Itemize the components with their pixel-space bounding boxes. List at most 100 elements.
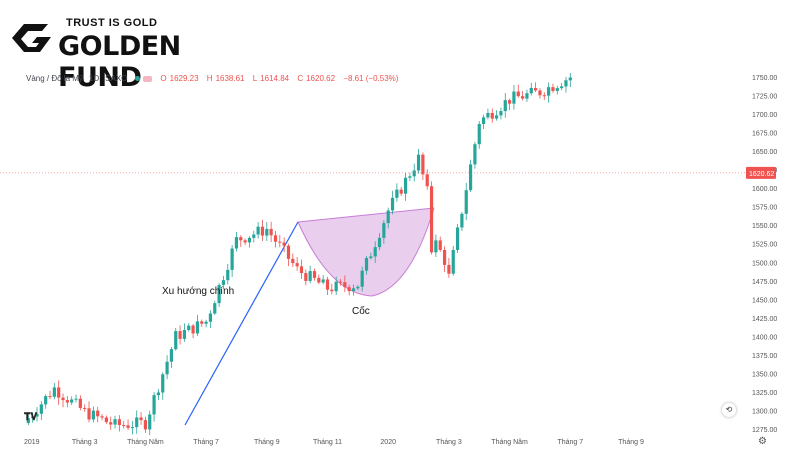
candle-body: [360, 270, 364, 287]
candle-body: [538, 90, 542, 96]
candle-body: [273, 235, 278, 242]
candle-body: [373, 247, 377, 257]
x-tick-label: Tháng 3: [72, 439, 98, 446]
annotation-cup: Cốc: [352, 305, 370, 317]
symbol-name[interactable]: Vàng / Đô la Mỹ: [26, 74, 83, 83]
y-tick-label: 1500.00: [752, 260, 777, 267]
candle-body: [356, 286, 360, 289]
last-price-label: 1620.62: [749, 171, 774, 178]
main-trend-line: [184, 221, 299, 426]
candle-body: [104, 417, 108, 423]
candle-body: [564, 80, 568, 87]
candle-body: [35, 413, 39, 417]
visibility-toggle-icon[interactable]: [143, 75, 153, 82]
candle-body: [78, 398, 82, 408]
y-tick-label: 1750.00: [752, 75, 777, 82]
symbol-legend: Vàng / Đô la Mỹ 1D SAXO O 1629.23 H 1638.6…: [26, 74, 401, 83]
candle-body: [512, 91, 516, 104]
x-tick-label: Tháng 3: [436, 439, 462, 446]
candle-body: [499, 111, 503, 116]
candle-body: [122, 425, 126, 427]
y-tick-label: 1725.00: [752, 94, 777, 101]
candle-body: [139, 417, 143, 421]
cup-fill: [298, 208, 434, 296]
y-tick-label: 1475.00: [752, 279, 777, 286]
price-chart[interactable]: 1275.00 1300.00 1325.00 1350.00 1375.00 1400.…: [0, 60, 800, 450]
x-tick-label: Tháng 11: [313, 439, 342, 446]
candle-body: [278, 241, 282, 243]
y-tick-label: 1425.00: [752, 316, 777, 323]
open-value: O 1629.23: [160, 74, 199, 83]
candle-body: [377, 237, 382, 248]
candle-body: [317, 277, 321, 283]
reset-chart-icon[interactable]: ⟲: [722, 403, 736, 417]
candle-body: [382, 223, 386, 238]
y-tick-label: 1675.00: [752, 131, 777, 138]
candle-body: [269, 228, 273, 236]
cup-rim-line: [297, 207, 435, 223]
candle-body: [468, 164, 473, 191]
x-tick-label: 2019: [24, 439, 40, 446]
y-tick-label: 1650.00: [752, 149, 777, 156]
candle-body: [260, 226, 265, 236]
golden-fund-logo-icon: [12, 24, 51, 52]
candle-body: [48, 396, 52, 398]
candle-body: [70, 399, 74, 403]
candle-body: [395, 189, 399, 198]
candle-body: [547, 87, 551, 96]
tradingview-logo-icon: 𝐓𝐕: [24, 412, 38, 423]
low-value: L 1614.84: [252, 74, 290, 83]
candle-body: [247, 237, 252, 243]
candle-body: [330, 289, 334, 292]
candle-body: [113, 419, 117, 425]
exchange-label: SAXO: [105, 74, 128, 83]
candle-body: [447, 264, 451, 274]
y-tick-label: 1400.00: [752, 334, 777, 341]
candle-body: [265, 228, 269, 236]
y-tick-label: 1450.00: [752, 297, 777, 304]
candle-body: [213, 303, 217, 314]
candle-body: [165, 361, 169, 375]
candle-body: [87, 408, 91, 420]
chart-settings-gear-icon[interactable]: ⚙: [758, 436, 767, 447]
candle-body: [494, 115, 499, 119]
candle-body: [560, 86, 564, 89]
candle-body: [26, 418, 30, 424]
x-tick-label: Tháng 9: [254, 439, 280, 446]
candle-body: [308, 271, 312, 281]
candle-body: [230, 248, 234, 270]
y-tick-label: 1300.00: [752, 408, 777, 415]
candle-body: [390, 197, 395, 211]
y-tick-label: 1275.00: [752, 427, 777, 434]
annotation-main-trend: Xu hướng chính: [162, 286, 234, 297]
candle-body: [455, 227, 460, 250]
candle-body: [386, 210, 390, 224]
y-tick-label: 1700.00: [752, 112, 777, 119]
candle-body: [403, 177, 408, 194]
brand-header: TRUST IS GOLD GOLDEN FUND: [8, 14, 268, 93]
candle-body: [96, 410, 100, 417]
candle-body: [412, 170, 416, 177]
ohlc-values: O 1629.23 H 1638.61 L 1614.84 C 1620.62 −8.6…: [160, 74, 401, 83]
interval-label[interactable]: 1D: [88, 74, 100, 83]
candle-body: [109, 422, 113, 425]
candle-body: [347, 287, 351, 292]
candle-body: [200, 321, 204, 324]
y-tick-label: 1375.00: [752, 353, 777, 360]
x-tick-label: Tháng Năm: [491, 439, 528, 446]
candle-body: [217, 284, 221, 304]
candle-body: [169, 349, 174, 362]
candle-body: [52, 387, 56, 397]
candle-body: [57, 387, 61, 398]
candle-body: [178, 331, 182, 339]
x-tick-label: 2020: [380, 439, 396, 446]
candle-body: [291, 258, 295, 264]
candle-body: [286, 245, 291, 259]
candle-body: [525, 93, 529, 99]
candle-body: [451, 249, 455, 274]
candle-body: [156, 392, 161, 396]
candle-body: [343, 282, 347, 288]
candle-body: [243, 240, 247, 243]
market-status-icon: [135, 76, 141, 81]
candle-body: [351, 288, 356, 292]
